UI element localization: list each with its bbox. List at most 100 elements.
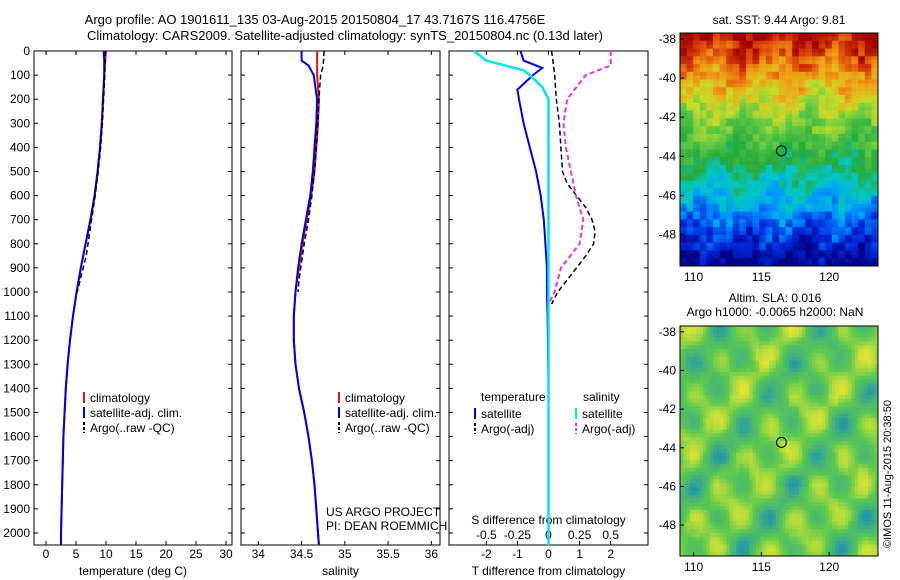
map-cell	[808, 242, 813, 247]
map-cell	[841, 79, 846, 84]
map-cell	[864, 219, 869, 224]
map-cell	[732, 372, 737, 377]
map-cell	[769, 337, 773, 342]
map-cell	[696, 258, 701, 263]
map-cell	[841, 333, 846, 338]
map-cell	[699, 79, 704, 84]
map-cell	[716, 250, 720, 255]
map-cell	[722, 391, 727, 396]
map-cell	[825, 36, 829, 42]
map-cell	[858, 349, 862, 354]
map-cell	[775, 345, 780, 350]
map-cell	[686, 258, 691, 263]
map-cell	[755, 391, 760, 396]
map-cell	[838, 383, 843, 388]
map-cell	[821, 246, 826, 251]
map-cell	[772, 196, 777, 201]
map-cell	[683, 203, 687, 209]
map-cell	[864, 52, 869, 57]
map-cell	[851, 333, 856, 338]
map-cell	[729, 153, 734, 158]
map-cell	[825, 137, 829, 143]
map-cell	[726, 52, 730, 57]
map-cell	[746, 246, 750, 251]
map-cell	[689, 165, 694, 170]
map-cell	[798, 326, 803, 331]
map-cell	[861, 52, 866, 57]
map-cell	[752, 44, 757, 49]
map-cell	[835, 341, 839, 346]
map-cell	[831, 91, 836, 96]
map-cell	[818, 246, 823, 251]
map-cell	[779, 372, 783, 377]
map-cell	[851, 176, 856, 181]
map-cell	[788, 227, 793, 232]
map-cell	[732, 75, 737, 80]
map-cell	[788, 36, 793, 42]
map-cell	[696, 91, 701, 96]
map-cell	[739, 326, 744, 331]
map-cell	[722, 141, 727, 147]
map-cell	[762, 145, 767, 150]
map-cell	[815, 157, 819, 162]
map-cell	[798, 207, 803, 213]
map-cell	[779, 356, 783, 361]
map-cell	[848, 172, 852, 178]
map-cell	[798, 52, 803, 57]
map-cell	[726, 387, 730, 392]
map-cell	[848, 379, 852, 384]
map-cell	[726, 149, 730, 154]
map-cell	[693, 360, 697, 365]
map-cell	[845, 391, 849, 396]
map-cell	[838, 130, 843, 135]
map-cell	[854, 262, 859, 267]
map-cell	[746, 161, 750, 166]
map-cell	[765, 199, 770, 205]
map-cell	[792, 176, 796, 181]
map-cell	[815, 329, 819, 335]
map-cell	[736, 91, 740, 96]
map-cell	[713, 106, 717, 112]
map-cell	[825, 337, 829, 342]
map-cell	[762, 91, 767, 96]
map-cell	[765, 258, 770, 263]
map-cell	[729, 87, 734, 92]
map-cell	[736, 345, 740, 350]
map-cell	[732, 368, 737, 373]
map-cell	[792, 262, 796, 267]
map-cell	[848, 114, 852, 119]
map-cell	[742, 99, 747, 104]
map-cell	[713, 110, 717, 115]
map-cell	[746, 356, 750, 361]
map-cell	[769, 87, 773, 92]
map-cell	[788, 91, 793, 96]
map-cell	[686, 246, 691, 251]
map-cell	[759, 44, 763, 49]
map-cell	[868, 326, 872, 331]
map-cell	[828, 192, 833, 197]
map-cell	[746, 184, 750, 189]
map-cell	[699, 176, 704, 181]
map-cell	[868, 56, 872, 61]
map-cell	[858, 326, 862, 331]
map-cell	[792, 211, 796, 216]
map-cell	[825, 161, 829, 166]
map-cell	[726, 141, 730, 147]
map-cell	[765, 133, 770, 139]
map-cell	[699, 60, 704, 65]
map-cell	[729, 238, 734, 244]
map-cell	[874, 379, 879, 384]
map-cell	[736, 40, 740, 46]
map-cell	[739, 341, 744, 346]
map-cell	[874, 122, 879, 127]
map-cell	[871, 130, 876, 135]
map-cell	[762, 379, 767, 384]
map-cell	[736, 395, 740, 400]
map-cell	[815, 211, 819, 216]
map-cell	[795, 391, 800, 396]
map-cell	[686, 207, 691, 213]
map-cell	[680, 356, 684, 361]
map-cell	[765, 345, 770, 350]
map-cell	[802, 137, 806, 143]
map-cell	[696, 114, 701, 119]
